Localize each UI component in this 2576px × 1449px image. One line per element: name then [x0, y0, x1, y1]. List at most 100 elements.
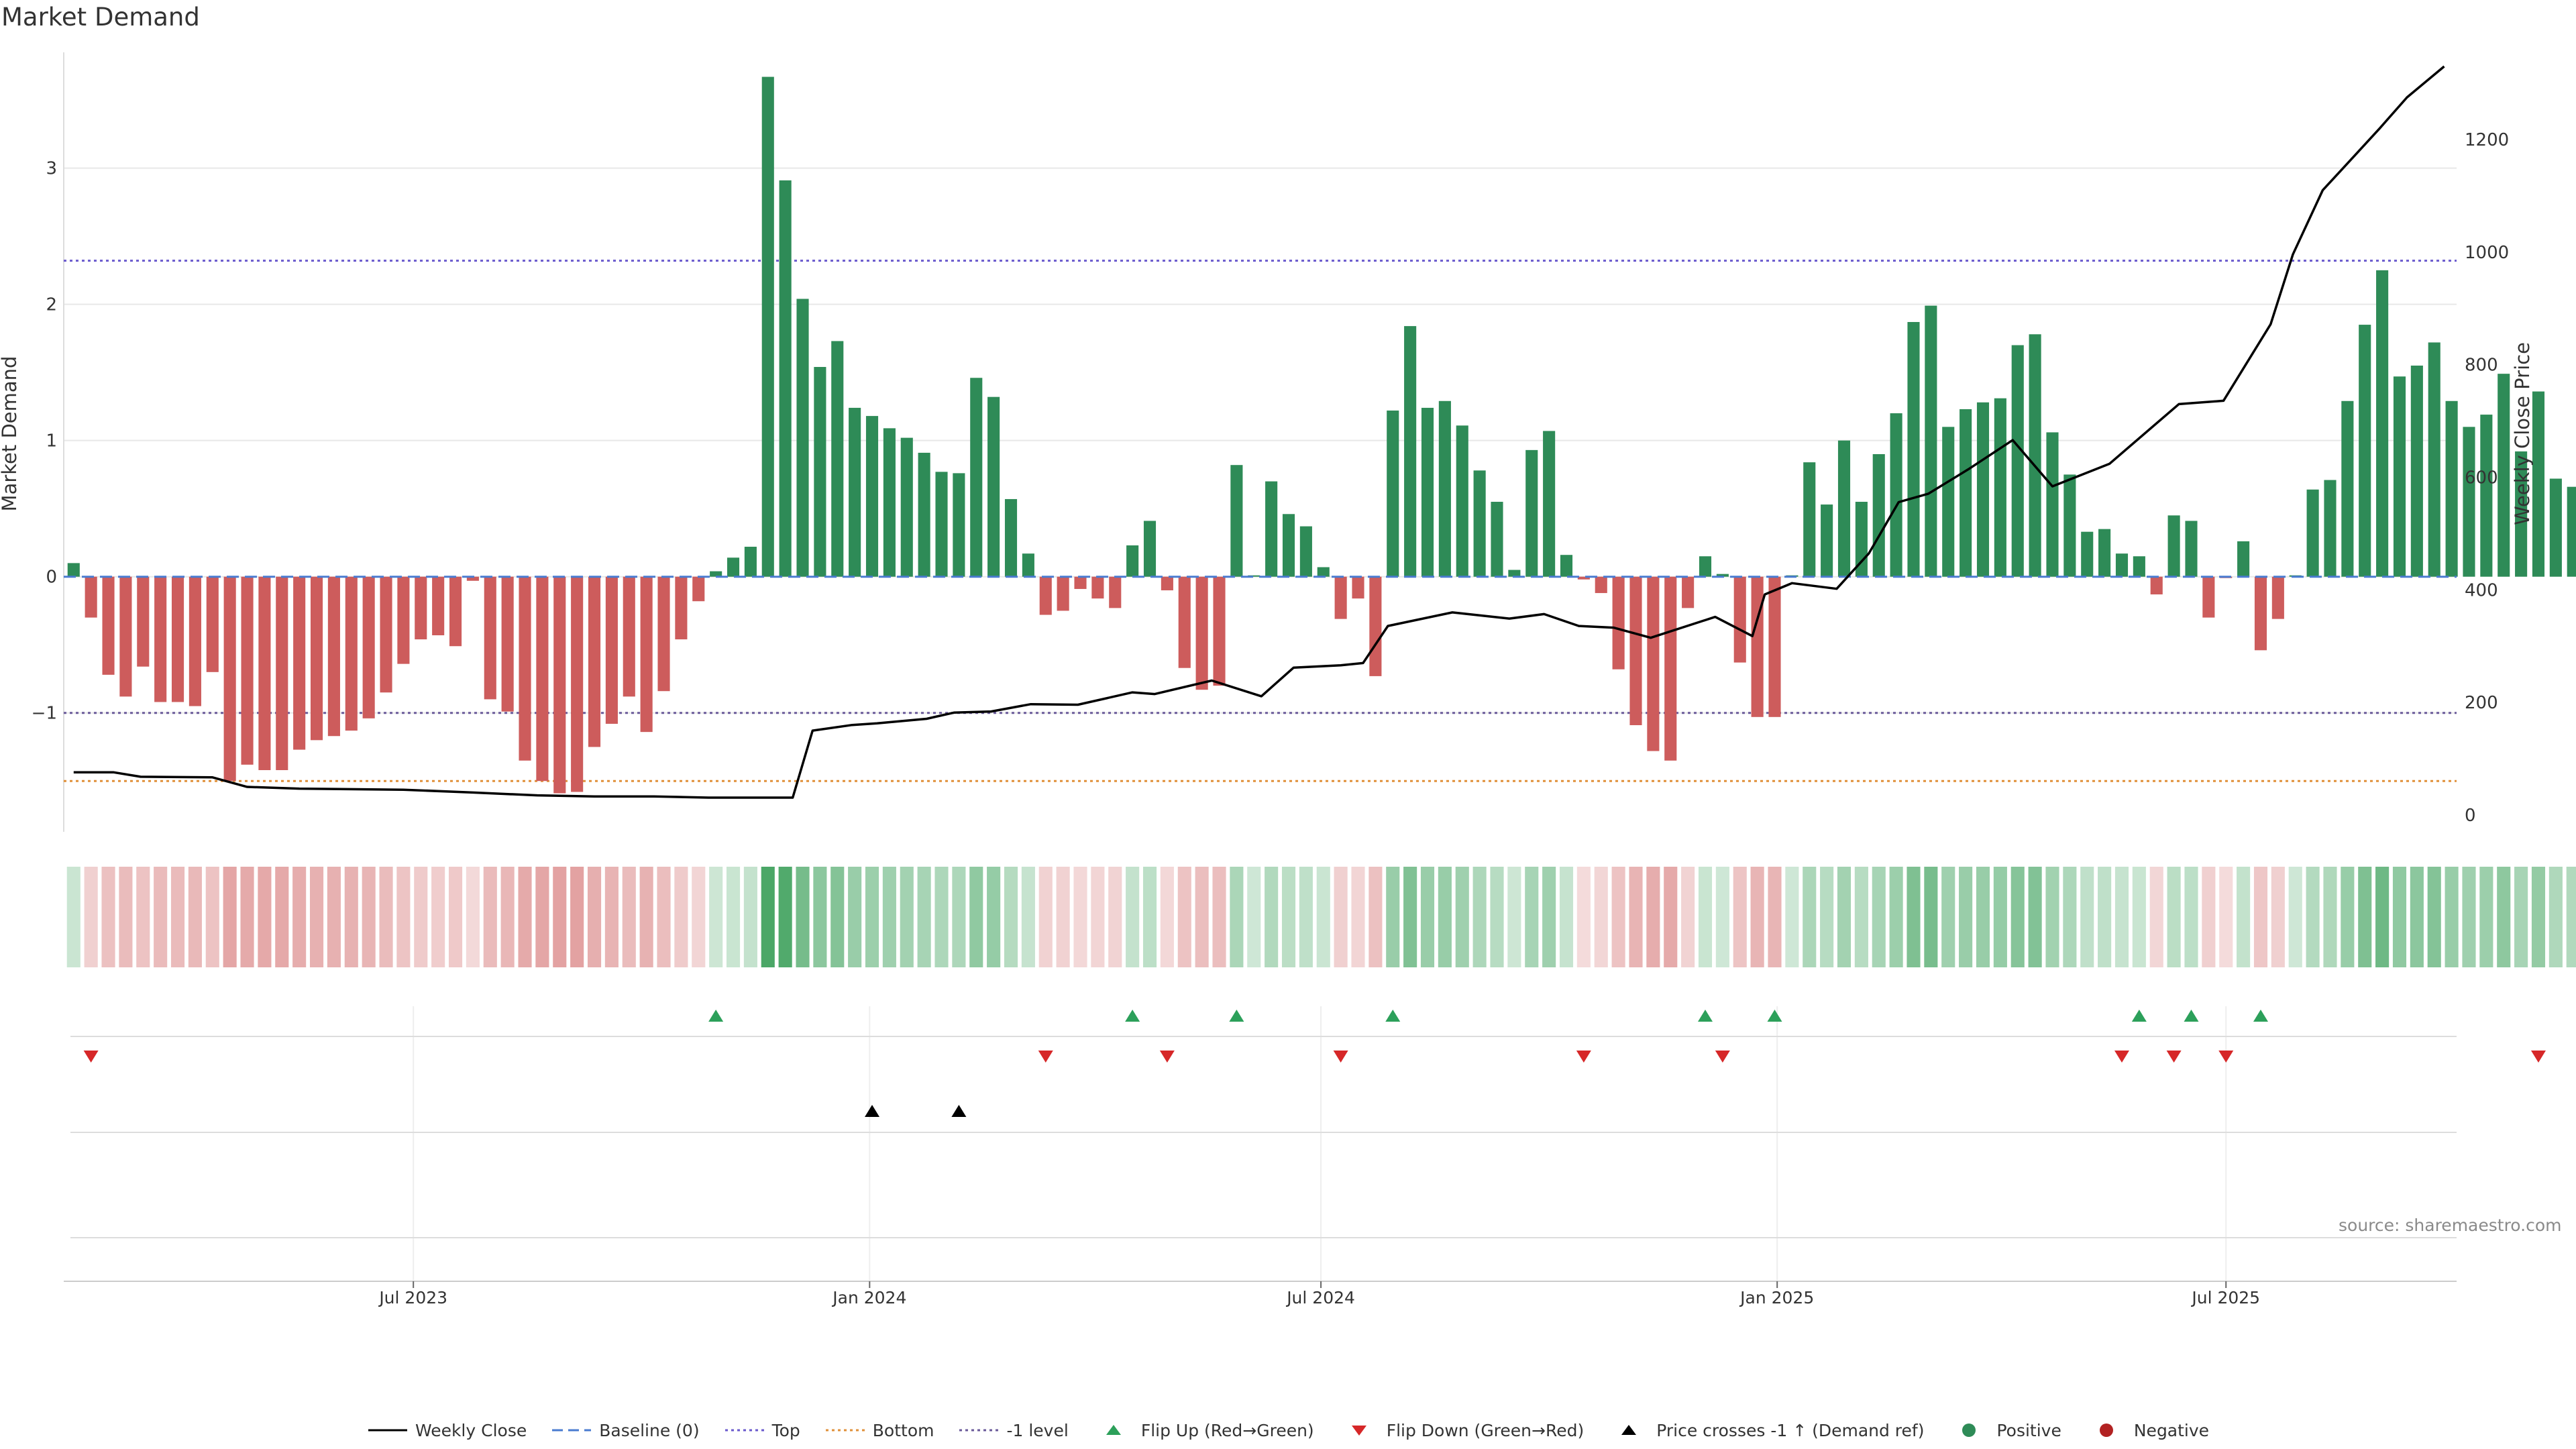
strip-cell — [604, 867, 619, 967]
strip-cell — [2548, 867, 2563, 967]
demand-bar — [2498, 374, 2510, 577]
strip-cell — [1646, 867, 1660, 967]
strip-cell — [726, 867, 741, 967]
strip-cell — [2202, 867, 2216, 967]
demand-bar — [1925, 305, 1937, 577]
demand-bar — [1716, 574, 1729, 577]
strip-cell — [1490, 867, 1504, 967]
demand-bar — [1230, 465, 1243, 577]
legend-item-flip_up: Flip Up (Red→Green) — [1093, 1421, 1314, 1440]
strip-cell — [1073, 867, 1087, 967]
source-note: source: sharemaestro.com — [2339, 1216, 2562, 1235]
strip-cell — [1664, 867, 1678, 967]
strip-cell — [952, 867, 966, 967]
y2-tick-label: 1200 — [2465, 130, 2509, 150]
strip-cell — [813, 867, 827, 967]
demand-bar — [727, 557, 740, 577]
demand-bar — [2115, 553, 2129, 577]
strip-cell — [1681, 867, 1695, 967]
demand-bar — [119, 576, 132, 697]
legend-label-cross: Price crosses -1 ↑ (Demand ref) — [1656, 1420, 1925, 1440]
demand-bar — [1404, 326, 1417, 577]
strip-cell — [362, 867, 376, 967]
demand-bar — [501, 576, 514, 712]
strip-cell — [1038, 867, 1053, 967]
strip-cell — [500, 867, 515, 967]
demand-bar — [223, 576, 236, 782]
weekly-close-line — [73, 65, 2445, 799]
strip-cell — [2219, 867, 2233, 967]
strip-cell — [2080, 867, 2094, 967]
legend-item-negative: Negative — [2086, 1421, 2209, 1440]
strip-cell — [1281, 867, 1296, 967]
y2-axis-label: Weekly Close Price — [2511, 342, 2534, 525]
legend-swatch-flip_down — [1351, 1426, 1366, 1436]
strip-cell — [258, 867, 272, 967]
strip-cell — [2566, 867, 2576, 967]
demand-bar — [2359, 325, 2371, 577]
demand-bar — [241, 576, 254, 765]
demand-bar — [605, 576, 618, 724]
strip-cell — [136, 867, 150, 967]
strip-cell — [1576, 867, 1591, 967]
y-tick-label: 2 — [46, 295, 57, 315]
demand-bar — [953, 473, 965, 577]
strip-cell — [1247, 867, 1261, 967]
flip-down-marker — [2166, 1051, 2182, 1063]
strip-cell — [2514, 867, 2528, 967]
demand-bar — [449, 576, 462, 647]
strip-cell — [1403, 867, 1417, 967]
demand-bar — [1109, 576, 1122, 608]
demand-bar — [831, 341, 844, 577]
strip-cell — [1142, 867, 1157, 967]
demand-bar — [883, 428, 896, 577]
demand-bar — [692, 576, 705, 602]
strip-cell — [1195, 867, 1209, 967]
flip-down-marker — [2218, 1051, 2234, 1063]
demand-bar — [137, 576, 150, 667]
demand-bar — [657, 576, 670, 692]
y2-tick-label: 400 — [2465, 580, 2498, 600]
strip-cell — [692, 867, 706, 967]
demand-bar — [1942, 427, 1955, 577]
strip-cell — [1386, 867, 1400, 967]
strip-cell — [2114, 867, 2129, 967]
flip-up-marker — [2253, 1010, 2268, 1022]
strip-cell — [379, 867, 393, 967]
demand-bar — [2480, 415, 2493, 577]
strip-cell — [796, 867, 810, 967]
strip-cell — [1177, 867, 1191, 967]
demand-bar — [1508, 570, 1521, 577]
demand-bar — [1612, 576, 1625, 669]
legend-swatch-baseline — [552, 1429, 592, 1432]
demand-bar — [362, 576, 375, 718]
flip-down-marker — [1576, 1051, 1591, 1063]
demand-bar — [1994, 398, 2006, 577]
flip-up-marker — [2131, 1010, 2147, 1022]
flip-down-marker — [1038, 1051, 1053, 1063]
strip-cell — [761, 867, 775, 967]
demand-bar — [1560, 555, 1573, 577]
demand-bar — [2445, 400, 2458, 577]
legend-item-top: Top — [724, 1421, 800, 1440]
demand-bar — [2167, 515, 2180, 577]
strip-cell — [553, 867, 567, 967]
demand-bar — [779, 180, 792, 577]
strip-cell — [709, 867, 723, 967]
legend-label-bottom: Bottom — [872, 1420, 934, 1440]
demand-bar — [796, 299, 809, 577]
demand-bar — [1126, 545, 1139, 577]
strip-cell — [743, 867, 757, 967]
strip-cell — [917, 867, 931, 967]
demand-bar — [1699, 556, 1712, 577]
legend-swatch-top — [724, 1429, 764, 1432]
legend-label-weekly_close: Weekly Close — [415, 1420, 527, 1440]
demand-bar — [1821, 504, 1833, 577]
demand-bar — [1751, 576, 1764, 717]
strip-cell — [900, 867, 914, 967]
demand-bar — [1213, 576, 1226, 686]
demand-bar — [1438, 400, 1451, 577]
flip-up-marker — [1229, 1010, 1244, 1022]
strip-cell — [2253, 867, 2268, 967]
flip-up-marker — [1125, 1010, 1140, 1022]
